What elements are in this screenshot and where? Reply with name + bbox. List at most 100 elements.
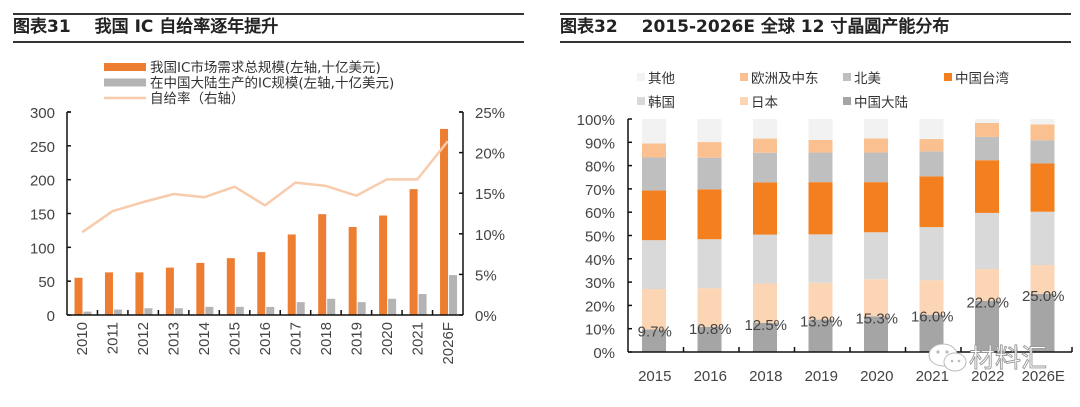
bar-segment-2019-5 xyxy=(808,139,833,153)
bar-segment-2020-2 xyxy=(864,232,888,280)
x-tick-label: 2012 xyxy=(135,322,152,355)
left-tick-label: 0 xyxy=(47,308,55,325)
bar-production-2020 xyxy=(388,298,397,315)
bar-segment-2020-3 xyxy=(864,182,888,233)
bar-segment-2026E-4 xyxy=(1030,140,1055,164)
data-label-2019: 13.9% xyxy=(800,314,843,331)
bar-segment-2026E-1 xyxy=(1030,265,1055,294)
bar-segment-2016-1 xyxy=(697,288,722,327)
y-tick-label: 30% xyxy=(585,275,615,292)
bar-production-2021 xyxy=(418,294,427,315)
bar-segment-2016-2 xyxy=(697,239,722,289)
y-tick-label: 10% xyxy=(585,322,615,339)
legend-swatch-6 xyxy=(843,97,851,105)
bar-demand-2017 xyxy=(287,234,296,315)
x-tick-label: 2019 xyxy=(348,322,365,355)
legend-label-3: 中国台湾 xyxy=(955,70,1009,87)
bar-segment-2015-6 xyxy=(642,119,666,144)
data-label-2026E: 25.0% xyxy=(1022,288,1065,305)
bar-segment-2019-6 xyxy=(808,119,833,140)
bar-segment-2018-5 xyxy=(753,138,777,153)
y-tick-label: 20% xyxy=(585,298,615,315)
bar-segment-2015-3 xyxy=(642,190,666,241)
x-tick-label: 2020 xyxy=(860,368,893,385)
bar-segment-2022-5 xyxy=(975,122,999,137)
figure-31-title: 图表31 我国 IC 自给率逐年提升 xyxy=(13,13,524,43)
legend-swatch-3 xyxy=(944,73,952,81)
data-label-2020: 15.3% xyxy=(855,310,898,327)
bar-production-2010 xyxy=(83,311,92,315)
bar-production-2026F xyxy=(449,275,458,315)
data-label-2021: 16.0% xyxy=(911,309,954,326)
bar-segment-2022-2 xyxy=(975,212,999,270)
y-tick-label: 80% xyxy=(585,159,615,176)
bar-demand-2019 xyxy=(348,227,357,315)
x-tick-label: 2016 xyxy=(694,368,727,385)
bar-demand-2013 xyxy=(165,267,174,315)
legend-label-0: 其他 xyxy=(648,71,675,87)
left-tick-label: 100 xyxy=(30,240,55,257)
y-tick-label: 40% xyxy=(585,252,615,269)
legend-swatch-2 xyxy=(843,73,851,81)
data-label-2018: 12.5% xyxy=(744,317,787,334)
right-tick-label: 5% xyxy=(475,267,497,284)
bar-segment-2021-4 xyxy=(919,151,944,177)
x-tick-label: 2026F xyxy=(440,322,457,365)
watermark: 材料汇 xyxy=(928,343,1047,374)
bar-demand-2016 xyxy=(257,252,266,315)
left-tick-label: 150 xyxy=(30,207,55,224)
bar-production-2013 xyxy=(174,308,183,315)
bar-production-2015 xyxy=(235,306,244,315)
bar-segment-2018-4 xyxy=(753,152,777,183)
x-tick-label: 2021 xyxy=(409,322,426,355)
bar-segment-2015-1 xyxy=(642,289,666,330)
bar-segment-2020-4 xyxy=(864,152,888,183)
data-label-2022: 22.0% xyxy=(966,295,1009,312)
legend-label-1: 欧洲及中东 xyxy=(751,71,819,87)
bar-segment-2026E-0 xyxy=(1030,293,1055,352)
bar-production-2016 xyxy=(266,306,275,315)
bar-segment-2022-4 xyxy=(975,136,999,161)
x-tick-label: 2026E xyxy=(1022,368,1065,385)
bar-segment-2016-5 xyxy=(697,142,722,158)
right-tick-label: 0% xyxy=(475,308,497,325)
bar-segment-2022-0 xyxy=(975,300,999,352)
legend-swatch-1 xyxy=(740,73,748,81)
legend-swatch-5 xyxy=(740,97,748,105)
data-label-2016: 10.8% xyxy=(689,321,732,338)
bar-production-2012 xyxy=(144,308,153,315)
bar-segment-2015-4 xyxy=(642,157,666,191)
bar-segment-2026E-6 xyxy=(1030,119,1055,125)
right-tick-label: 15% xyxy=(475,186,505,203)
data-label-2015: 9.7% xyxy=(638,323,672,340)
bar-segment-2019-4 xyxy=(808,152,833,183)
bar-segment-2018-0 xyxy=(753,322,777,352)
bar-segment-2022-1 xyxy=(975,269,999,301)
x-tick-label: 2015 xyxy=(227,322,244,355)
bar-demand-2020 xyxy=(379,215,388,315)
bar-segment-2021-3 xyxy=(919,176,944,228)
x-tick-label: 2011 xyxy=(105,322,122,354)
x-tick-label: 2015 xyxy=(638,368,671,385)
bar-segment-2026E-3 xyxy=(1030,163,1055,212)
legend-swatch-4 xyxy=(637,97,645,105)
bar-segment-2021-1 xyxy=(919,280,944,315)
y-tick-label: 90% xyxy=(585,135,615,152)
legend-swatch-0 xyxy=(104,63,146,71)
bar-segment-2020-1 xyxy=(864,279,888,317)
bar-segment-2021-5 xyxy=(919,139,944,152)
x-tick-label: 2021 xyxy=(916,368,949,385)
right-tick-label: 25% xyxy=(475,105,505,122)
bar-demand-2011 xyxy=(104,272,113,315)
y-tick-label: 70% xyxy=(585,182,615,199)
bar-production-2017 xyxy=(296,302,305,315)
bar-production-2019 xyxy=(357,302,366,315)
bar-segment-2020-6 xyxy=(864,119,888,139)
legend-label-0: 我国IC市场需求总规模(左轴,十亿美元) xyxy=(150,59,381,76)
bar-demand-2014 xyxy=(196,262,205,315)
x-tick-label: 2017 xyxy=(287,322,304,355)
legend-label-1: 在中国大陆生产的IC规模(左轴,十亿美元) xyxy=(150,76,394,92)
bar-segment-2015-5 xyxy=(642,143,666,158)
bar-demand-2018 xyxy=(318,214,327,315)
